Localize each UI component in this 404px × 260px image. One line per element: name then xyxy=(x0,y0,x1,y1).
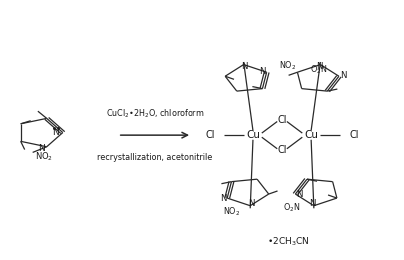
Text: Cu: Cu xyxy=(304,130,318,140)
Text: Cl: Cl xyxy=(205,130,215,140)
Text: N: N xyxy=(242,62,248,71)
Text: N: N xyxy=(38,144,45,153)
Text: NO$_2$: NO$_2$ xyxy=(223,206,240,218)
Text: CuCl$_2$•2H$_2$O, chloroform: CuCl$_2$•2H$_2$O, chloroform xyxy=(105,107,204,120)
Text: N: N xyxy=(309,199,316,208)
Text: N: N xyxy=(340,71,346,80)
Text: N: N xyxy=(52,128,59,136)
Text: N: N xyxy=(296,190,303,199)
Text: Cu: Cu xyxy=(246,130,260,140)
Text: N: N xyxy=(259,67,266,76)
Text: •2CH$_3$CN: •2CH$_3$CN xyxy=(267,236,309,248)
Text: O$_2$N: O$_2$N xyxy=(283,202,300,214)
Text: Cl: Cl xyxy=(349,130,359,140)
Text: N: N xyxy=(248,199,255,208)
Text: N: N xyxy=(220,194,227,203)
Text: NO$_2$: NO$_2$ xyxy=(279,60,296,72)
Text: O$_2$N: O$_2$N xyxy=(309,63,327,76)
Text: Cl: Cl xyxy=(277,145,287,155)
Text: recrystallization, acetonitrile: recrystallization, acetonitrile xyxy=(97,153,213,161)
Text: NO$_2$: NO$_2$ xyxy=(35,151,53,163)
Text: Cl: Cl xyxy=(277,115,287,125)
Text: N: N xyxy=(316,62,322,71)
